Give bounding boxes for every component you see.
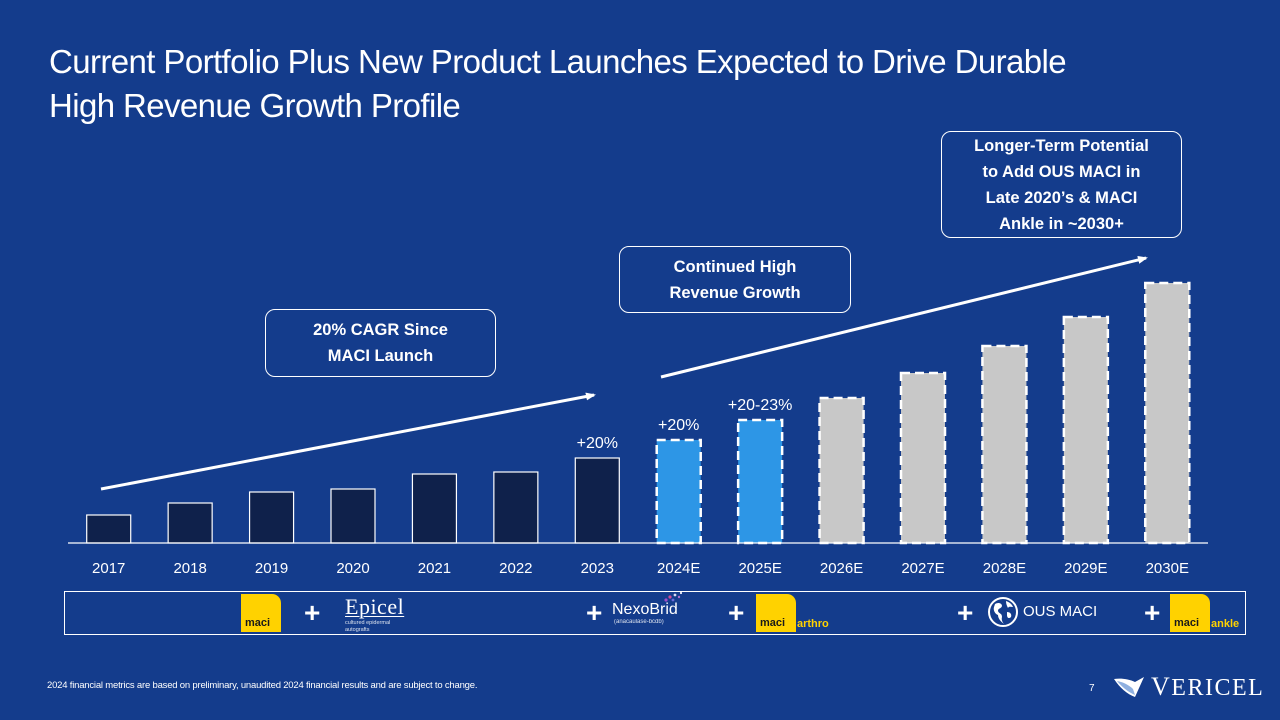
x-tick-label: 2028E [983, 560, 1026, 577]
x-tick-label: 2019 [255, 560, 288, 577]
x-tick-label: 2022 [499, 560, 532, 577]
bar-2020 [330, 488, 376, 544]
plus-icon: + [728, 597, 745, 628]
ous-maci-label: OUS MACI [1023, 603, 1098, 620]
x-tick-label: 2027E [901, 560, 944, 577]
plus-icon: + [304, 597, 321, 628]
callout-long-term-potential: Longer-Term Potential to Add OUS MACI in… [941, 131, 1182, 238]
maci-logo-text: maci [245, 617, 271, 629]
maci-ankle-logo-text: maci [1174, 617, 1200, 629]
bars-layer [86, 281, 1191, 545]
x-tick-label: 2025E [738, 560, 781, 577]
x-axis-labels: 2017 2018 2019 2020 2021 2022 2023 2024E 2025E 20… [92, 560, 1189, 577]
callout-continued-growth: Continued High Revenue Growth [619, 246, 851, 313]
slide-title-line-2: High Revenue Growth Profile [49, 87, 461, 124]
trend-arrow-historical [100, 392, 596, 491]
footnote: 2024 financial metrics are based on prel… [47, 680, 478, 691]
vericel-wordmark: VERICEL [1151, 672, 1264, 702]
bar-2028E [981, 344, 1028, 545]
data-label-2023: +20% [577, 435, 618, 452]
x-tick-label: 2023 [581, 560, 614, 577]
bar-2027E [899, 371, 947, 545]
maci-arthro-logo-text: maci [760, 617, 786, 629]
maci-arthro-suffix: arthro [797, 618, 829, 630]
callout-longterm-line-4: Ankle in ~2030+ [999, 214, 1124, 233]
maci-ankle-logo: maci [1170, 594, 1210, 632]
globe-icon [988, 597, 1018, 627]
x-tick-label: 2026E [820, 560, 863, 577]
maci-logo: maci [241, 594, 281, 632]
epicel-logo-text: Epicel [345, 594, 405, 619]
callout-cagr-line-1: 20% CAGR Since [313, 321, 448, 339]
callout-cagr-line-2: MACI Launch [327, 347, 434, 365]
x-tick-label: 2018 [173, 560, 206, 577]
nexobrid-dots-icon [664, 591, 683, 602]
callout-growth-line-1: Continued High [673, 257, 797, 276]
epicel-logo-subtitle: cultured epidermal autografts [345, 620, 391, 633]
plus-icon: + [586, 597, 603, 628]
nexobrid-logo: NexoBrid (anacaulase-bcdb) [612, 591, 692, 630]
bar-2029E [1062, 315, 1110, 545]
nexobrid-logo-text: NexoBrid [612, 601, 678, 618]
slide-title-line-1: Current Portfolio Plus New Product Launc… [49, 43, 1067, 80]
vericel-wordmark-rest: ERICEL [1171, 675, 1265, 701]
callout-growth-line-2: Revenue Growth [669, 283, 801, 302]
nexobrid-logo-subtitle: (anacaulase-bcdb) [614, 619, 664, 625]
bar-2026E [818, 396, 865, 545]
x-tick-label: 2024E [657, 560, 700, 577]
x-tick-label: 2020 [336, 560, 369, 577]
bar-2021 [411, 473, 458, 544]
x-tick-label: 2029E [1064, 560, 1107, 577]
vericel-logo: VERICEL [1113, 672, 1264, 702]
x-tick-label: 2017 [92, 560, 125, 577]
vericel-wordmark-initial: V [1151, 672, 1172, 701]
data-label-2024E: +20% [658, 417, 699, 434]
bar-2024E [655, 438, 702, 545]
vericel-swoosh-icon [1114, 677, 1144, 697]
bar-2030E [1144, 281, 1191, 545]
callout-cagr: 20% CAGR Since MACI Launch [265, 309, 496, 377]
data-label-2025E: +20-23% [728, 397, 793, 414]
callout-longterm-line-3: Late 2020’s & MACI [985, 188, 1138, 207]
bar-2022 [493, 471, 539, 544]
trend-arrow-forecast [660, 256, 1148, 379]
callout-longterm-line-2: to Add OUS MACI in [982, 162, 1141, 181]
x-tick-label: 2030E [1146, 560, 1189, 577]
maci-arthro-logo: maci [756, 594, 796, 632]
callout-longterm-line-1: Longer-Term Potential [974, 136, 1149, 155]
plus-icon: + [1144, 597, 1161, 628]
bar-2017 [86, 514, 132, 544]
product-logo-strip [64, 591, 1246, 635]
slide-title: Current Portfolio Plus New Product Launc… [49, 40, 1249, 128]
data-labels: +20% +20% +20-23% [577, 397, 793, 452]
epicel-logo: Epicel cultured epidermal autografts [345, 594, 415, 634]
x-tick-label: 2021 [418, 560, 451, 577]
bar-2018 [167, 502, 213, 544]
maci-ankle-suffix: ankle [1211, 618, 1240, 630]
bar-2023 [574, 457, 620, 544]
bar-2019 [248, 491, 295, 544]
bar-2025E [736, 418, 784, 545]
page-number: 7 [1089, 683, 1095, 694]
plus-icon: + [957, 597, 974, 628]
